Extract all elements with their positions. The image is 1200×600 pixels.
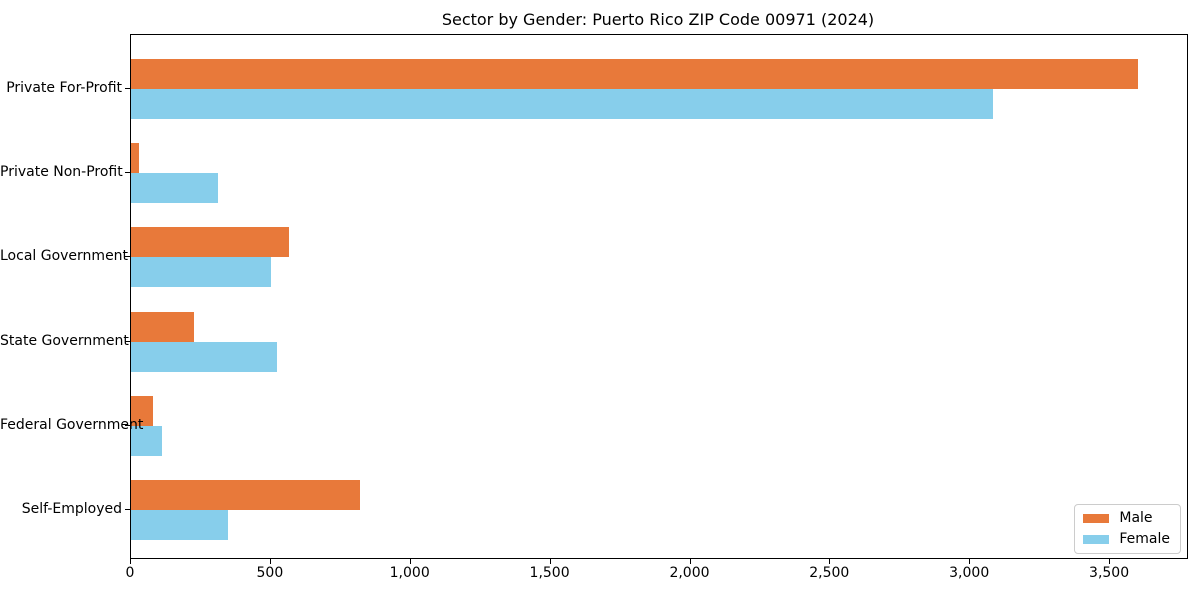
y-tick-label-state-government: State Government [0,332,129,349]
x-tick-mark [1109,559,1111,564]
y-tick-label-self-employed: Self-Employed [21,501,122,517]
bar-female-local-government [131,257,271,288]
bar-female-private-non-profit [131,173,218,204]
x-tick-mark [269,559,271,564]
y-tick-mark [125,88,130,89]
y-tick-mark [125,424,130,426]
bar-male-local-government [131,227,290,258]
x-tick-label-1000: 1,000 [389,565,430,581]
legend: Male Female [1074,504,1181,554]
x-tick-label-1500: 1,500 [529,565,570,581]
legend-label-female: Female [1119,530,1170,547]
legend-swatch-female [1083,534,1110,544]
bar-male-private-non-profit [131,143,140,174]
y-tick-label-local-government: Local Government [0,248,129,265]
x-tick-mark [969,559,971,564]
bar-male-state-government [131,311,194,342]
chart-title: Sector by Gender: Puerto Rico ZIP Code 0… [441,10,875,29]
x-tick-label-2500: 2,500 [809,565,850,581]
y-tick-label-federal-government: Federal Government [0,416,144,433]
x-tick-label-500: 500 [256,565,284,581]
y-tick-mark [125,172,130,174]
x-tick-label-3500: 3,500 [1089,565,1130,581]
legend-label-male: Male [1119,510,1153,527]
bar-female-federal-government [131,425,162,456]
y-tick-mark [125,256,130,258]
x-tick-mark [689,559,691,564]
x-tick-label-3000: 3,000 [949,565,990,581]
x-tick-mark [130,559,131,564]
bar-female-state-government [131,341,277,372]
bar-male-self-employed [131,480,361,510]
y-tick-mark [125,509,130,510]
bar-female-private-for-profit [131,89,993,119]
x-tick-label-0: 0 [125,565,135,581]
x-tick-mark [549,559,551,564]
bar-male-federal-government [131,395,154,426]
legend-entry-male: Male [1083,510,1170,527]
x-tick-label-2000: 2,000 [669,565,710,581]
y-tick-label-private-for-profit: Private For-Profit [6,80,122,96]
x-tick-mark [409,559,411,564]
x-tick-mark [829,559,831,564]
legend-swatch-male [1083,514,1110,524]
legend-entry-female: Female [1083,530,1170,547]
y-tick-mark [125,340,130,342]
y-tick-label-private-non-profit: Private Non-Profit [0,164,123,181]
bar-female-self-employed [131,510,228,540]
plot-area: Male Female [130,34,1188,559]
bar-male-private-for-profit [131,59,1138,89]
